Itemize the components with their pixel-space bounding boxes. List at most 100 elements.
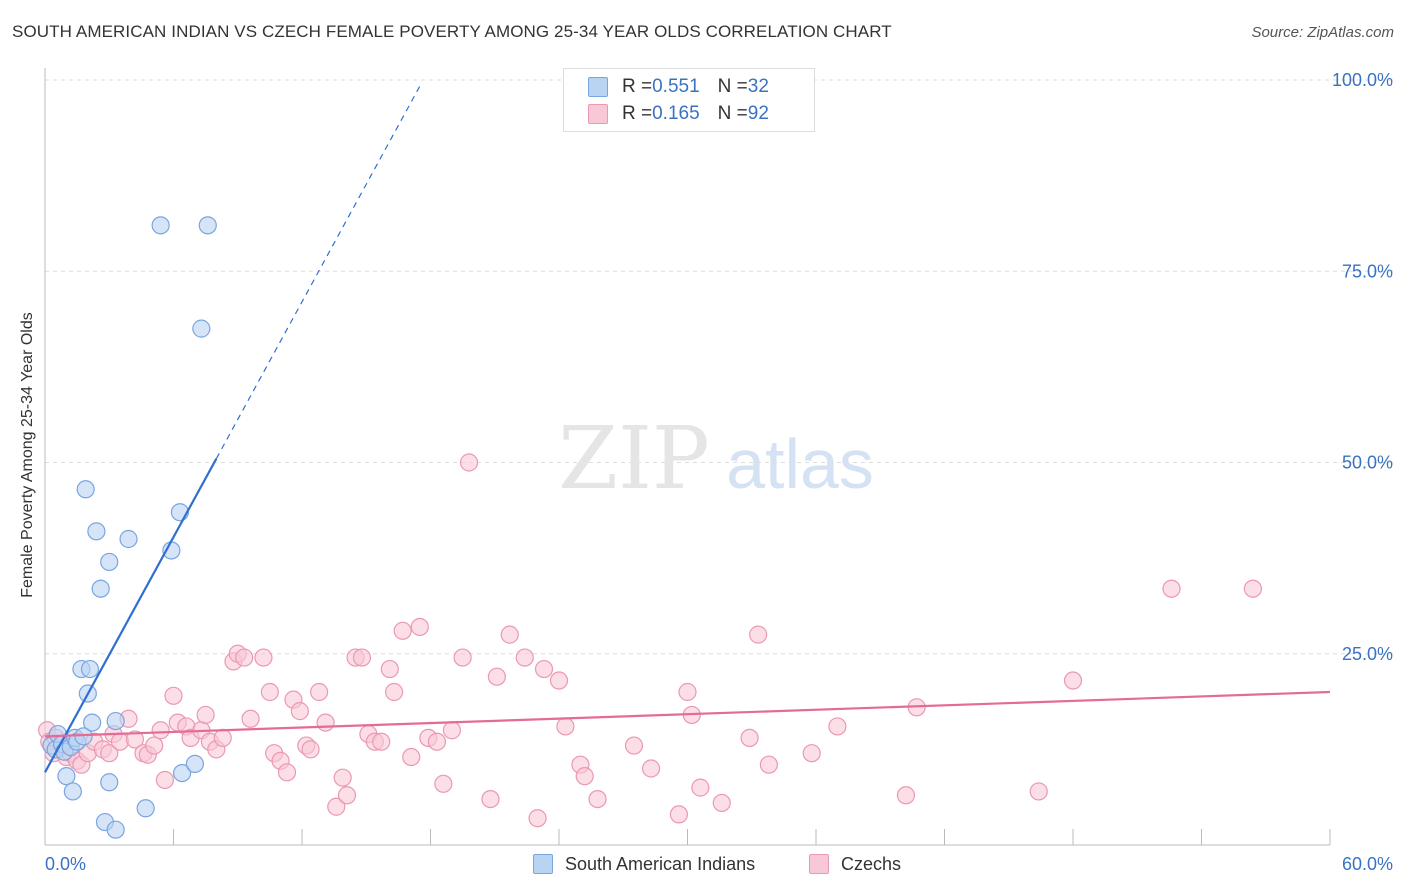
point-south-american-indian	[100, 552, 119, 572]
point-south-american-indian	[151, 216, 170, 235]
point-czech	[290, 702, 309, 721]
point-south-american-indian	[57, 767, 76, 786]
r-value: 0.165	[652, 103, 700, 124]
stats-legend-row-pink: R = 0.165 N = 92	[588, 102, 769, 126]
point-czech	[241, 709, 260, 728]
legend-label: South American Indians	[565, 853, 756, 874]
point-czech	[481, 789, 500, 809]
point-south-american-indian	[83, 713, 102, 732]
point-czech	[196, 705, 215, 725]
point-czech	[333, 768, 352, 787]
gridlines	[45, 79, 1395, 655]
trend-line-czechs	[44, 690, 1331, 738]
point-south-american-indian	[87, 522, 106, 541]
n-label: N =	[717, 76, 748, 97]
point-czech	[393, 621, 412, 640]
point-czech	[352, 648, 372, 667]
point-south-american-indian	[198, 216, 217, 235]
point-czech	[556, 717, 575, 736]
point-south-american-indian	[185, 754, 205, 774]
n-value: 32	[747, 76, 769, 97]
point-czech	[402, 747, 421, 767]
point-czech	[327, 797, 346, 816]
point-czech	[641, 759, 661, 778]
point-czech	[337, 786, 357, 805]
point-czech	[549, 671, 569, 690]
point-south-american-indian	[119, 529, 138, 549]
point-south-american-indian	[80, 659, 100, 679]
point-czech	[100, 744, 119, 763]
point-czech	[434, 774, 453, 793]
point-south-american-indian	[192, 319, 211, 338]
point-czech	[155, 770, 175, 790]
point-czech	[588, 789, 607, 809]
legend-item-south-american-indians: South American Indians	[533, 852, 755, 876]
point-czech	[427, 732, 447, 751]
n-label: N =	[717, 103, 748, 124]
trend-lines	[44, 82, 1331, 773]
point-czech	[515, 648, 534, 667]
point-czech	[624, 736, 644, 755]
point-czech	[410, 617, 429, 637]
point-south-american-indian	[106, 711, 125, 731]
point-czech	[528, 809, 547, 828]
point-czech	[442, 721, 462, 740]
point-czech	[749, 625, 768, 644]
watermark-atlas: atlas	[726, 425, 874, 503]
y-axis-label: Female Poverty Among 25-34 Year Olds	[19, 312, 36, 598]
point-czech	[1243, 579, 1263, 598]
point-czech	[316, 713, 335, 732]
r-label: R =	[622, 103, 653, 124]
watermark-zip: ZIP	[558, 409, 710, 509]
point-czech	[712, 793, 731, 813]
legend-item-czechs: Czechs	[809, 852, 901, 876]
point-czech	[828, 717, 847, 736]
point-czech	[235, 648, 254, 667]
watermark: ZIP atlas	[558, 409, 874, 509]
chart-title: SOUTH AMERICAN INDIAN VS CZECH FEMALE PO…	[12, 22, 892, 41]
point-czech	[277, 763, 297, 782]
x-tick-label: 60.0%	[1342, 854, 1393, 874]
point-south-american-indian	[106, 820, 125, 839]
data-points	[38, 216, 1263, 839]
source-label: Source: ZipAtlas.com	[1251, 24, 1394, 41]
point-czech	[678, 682, 697, 702]
point-czech	[1162, 579, 1181, 598]
point-czech	[145, 736, 164, 755]
point-czech	[380, 659, 399, 679]
point-czech	[1063, 671, 1083, 690]
legend-swatch-blue	[588, 77, 608, 97]
point-czech	[164, 686, 183, 705]
y-tick-label: 75.0%	[1342, 261, 1393, 281]
point-czech	[669, 805, 689, 824]
point-czech	[372, 732, 391, 751]
point-czech	[151, 721, 170, 740]
r-label: R =	[622, 76, 653, 97]
trend-line-south-american-indians	[44, 458, 218, 773]
point-czech	[691, 778, 710, 797]
trend-line-extension-south-american-indians	[215, 82, 423, 459]
point-south-american-indian	[100, 773, 119, 792]
y-tick-label: 50.0%	[1342, 453, 1393, 473]
legend-label: Czechs	[841, 853, 902, 874]
point-czech	[301, 740, 320, 759]
point-czech	[487, 667, 506, 686]
point-czech	[1029, 782, 1048, 801]
point-czech	[213, 728, 232, 748]
point-czech	[110, 732, 130, 751]
legend-swatch-pink	[588, 104, 608, 124]
legend-swatch-pink	[809, 854, 829, 874]
r-value: 0.551	[652, 76, 700, 97]
n-value: 92	[747, 103, 769, 124]
point-czech	[500, 625, 519, 644]
legend-swatch-blue	[533, 854, 553, 874]
point-south-american-indian	[76, 480, 95, 499]
point-south-american-indian	[63, 782, 82, 801]
axes	[44, 68, 1331, 846]
point-czech	[125, 730, 145, 749]
x-tick-label: 0.0%	[45, 854, 86, 874]
point-south-american-indian	[91, 579, 110, 598]
point-czech	[896, 786, 916, 805]
y-tick-label: 25.0%	[1342, 644, 1393, 664]
